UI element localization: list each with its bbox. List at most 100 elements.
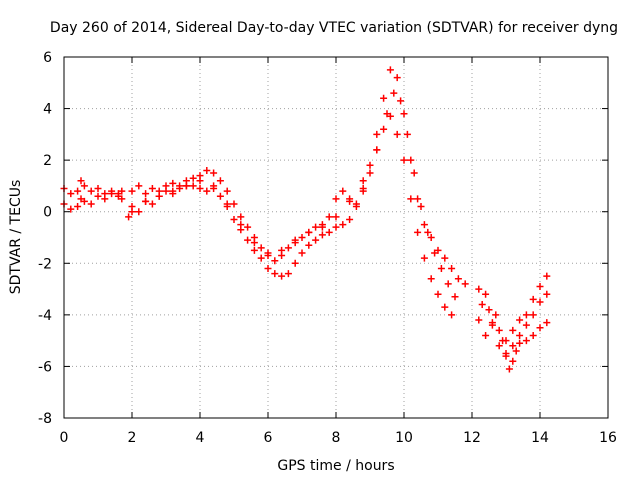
data-point-marker bbox=[522, 337, 530, 345]
data-point-marker bbox=[516, 331, 524, 339]
data-point-marker bbox=[482, 290, 490, 298]
grid bbox=[64, 57, 608, 418]
data-point-marker bbox=[502, 350, 510, 358]
data-point-marker bbox=[237, 213, 245, 221]
data-point-marker bbox=[393, 130, 401, 138]
y-axis-label: SDTVAR / TECUs bbox=[8, 180, 24, 295]
data-point-marker bbox=[359, 187, 367, 195]
data-point-marker bbox=[397, 97, 405, 105]
data-point-marker bbox=[488, 321, 496, 329]
x-tick-label: 10 bbox=[395, 430, 413, 446]
y-tick-label: 0 bbox=[43, 205, 52, 221]
data-point-marker bbox=[284, 244, 292, 252]
data-point-marker bbox=[431, 249, 439, 257]
data-point-marker bbox=[257, 244, 265, 252]
data-point-marker bbox=[516, 316, 524, 324]
data-point-marker bbox=[189, 174, 197, 182]
data-point-marker bbox=[451, 293, 459, 301]
data-point-marker bbox=[441, 303, 449, 311]
data-point-marker bbox=[125, 213, 133, 221]
y-tick-label: -8 bbox=[38, 411, 52, 427]
data-point-marker bbox=[325, 228, 333, 236]
data-point-marker bbox=[380, 125, 388, 133]
data-point-marker bbox=[142, 197, 150, 205]
data-point-marker bbox=[162, 182, 170, 190]
data-point-marker bbox=[176, 182, 184, 190]
data-point-marker bbox=[216, 177, 224, 185]
data-point-marker bbox=[332, 213, 340, 221]
data-point-marker bbox=[529, 331, 537, 339]
data-point-marker bbox=[536, 282, 544, 290]
data-point-marker bbox=[118, 187, 126, 195]
data-point-marker bbox=[142, 190, 150, 198]
data-point-marker bbox=[189, 182, 197, 190]
data-point-marker bbox=[434, 290, 442, 298]
data-point-marker bbox=[128, 208, 136, 216]
x-axis-ticks: 0 2 4 6 8 10 12 14 16 bbox=[60, 57, 617, 446]
data-point-marker bbox=[230, 200, 238, 208]
data-point-marker bbox=[271, 257, 279, 265]
data-point-marker bbox=[196, 185, 204, 193]
x-tick-label: 14 bbox=[531, 430, 549, 446]
data-point-marker bbox=[148, 200, 156, 208]
data-point-marker bbox=[318, 231, 326, 239]
data-point-marker bbox=[509, 326, 517, 334]
data-point-marker bbox=[380, 94, 388, 102]
data-point-marker bbox=[101, 190, 109, 198]
data-point-marker bbox=[448, 264, 456, 272]
data-point-marker bbox=[87, 187, 95, 195]
data-point-marker bbox=[332, 223, 340, 231]
data-point-marker bbox=[505, 365, 513, 373]
data-point-marker bbox=[94, 192, 102, 200]
y-axis-ticks: -8 -6 -4 -2 0 2 4 6 bbox=[38, 50, 608, 427]
data-point-marker bbox=[346, 215, 354, 223]
data-point-marker bbox=[318, 223, 326, 231]
data-point-marker bbox=[427, 275, 435, 283]
data-point-marker bbox=[414, 195, 422, 203]
data-points bbox=[60, 66, 551, 373]
data-point-marker bbox=[403, 130, 411, 138]
data-point-marker bbox=[373, 130, 381, 138]
data-point-marker bbox=[420, 221, 428, 229]
data-point-marker bbox=[223, 200, 231, 208]
y-tick-label: 4 bbox=[43, 102, 52, 118]
data-point-marker bbox=[312, 223, 320, 231]
data-point-marker bbox=[155, 192, 163, 200]
data-point-marker bbox=[291, 259, 299, 267]
data-point-marker bbox=[444, 280, 452, 288]
data-point-marker bbox=[475, 316, 483, 324]
data-point-marker bbox=[67, 205, 75, 213]
data-point-marker bbox=[543, 272, 551, 280]
data-point-marker bbox=[339, 221, 347, 229]
data-point-marker bbox=[80, 182, 88, 190]
data-point-marker bbox=[502, 337, 510, 345]
data-point-marker bbox=[74, 203, 82, 211]
data-point-marker bbox=[216, 192, 224, 200]
data-point-marker bbox=[386, 66, 394, 74]
x-tick-label: 8 bbox=[332, 430, 341, 446]
data-point-marker bbox=[346, 197, 354, 205]
data-point-marker bbox=[390, 89, 398, 97]
data-point-marker bbox=[312, 236, 320, 244]
data-point-marker bbox=[196, 177, 204, 185]
data-point-marker bbox=[509, 357, 517, 365]
data-point-marker bbox=[237, 221, 245, 229]
data-point-marker bbox=[522, 311, 530, 319]
data-point-marker bbox=[485, 306, 493, 314]
data-point-marker bbox=[339, 187, 347, 195]
data-point-marker bbox=[271, 270, 279, 278]
x-tick-label: 12 bbox=[463, 430, 481, 446]
data-point-marker bbox=[373, 146, 381, 154]
data-point-marker bbox=[407, 156, 415, 164]
data-point-marker bbox=[495, 326, 503, 334]
data-point-marker bbox=[420, 254, 428, 262]
data-point-marker bbox=[325, 213, 333, 221]
y-tick-label: -6 bbox=[38, 359, 52, 375]
data-point-marker bbox=[264, 249, 272, 257]
data-point-marker bbox=[536, 298, 544, 306]
data-point-marker bbox=[264, 264, 272, 272]
data-point-marker bbox=[94, 185, 102, 193]
data-point-marker bbox=[80, 197, 88, 205]
data-point-marker bbox=[135, 182, 143, 190]
data-point-marker bbox=[366, 161, 374, 169]
